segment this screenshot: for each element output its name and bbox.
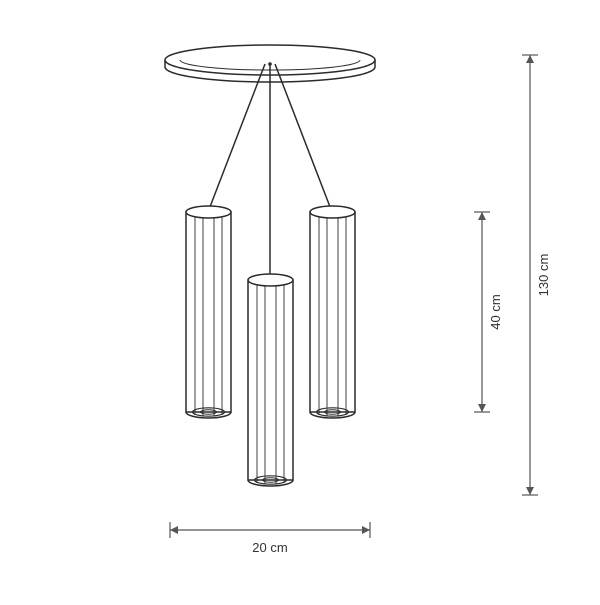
dimension-total-height-label: 130 cm (536, 254, 551, 297)
pendant-tube-center (248, 274, 293, 486)
dimension-width (170, 522, 370, 538)
cord-right (275, 64, 332, 212)
pendant-tube-right (310, 206, 355, 418)
pendant-lamp-diagram: 20 cm 40 cm 130 cm (0, 0, 600, 600)
cord-left (208, 64, 265, 212)
dimension-tube-height-label: 40 cm (488, 294, 503, 329)
pendant-tube-left (186, 206, 231, 418)
dimension-width-label: 20 cm (252, 540, 287, 555)
